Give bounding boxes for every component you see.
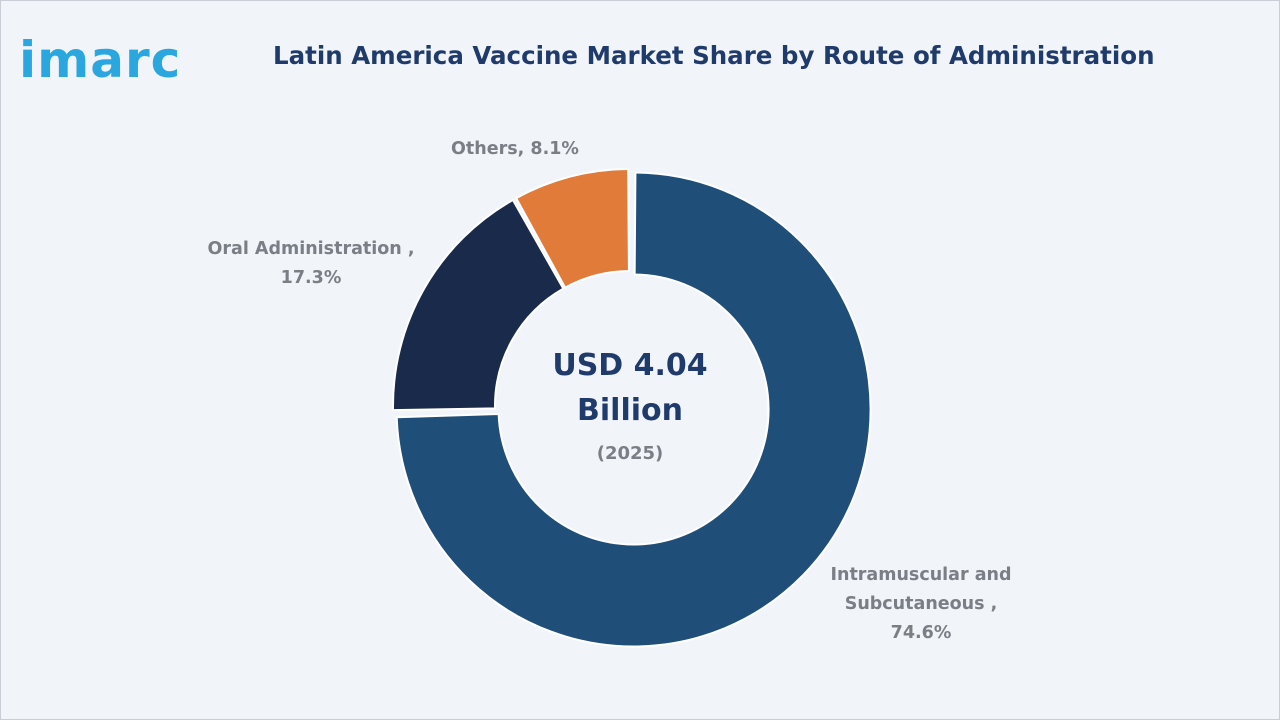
logo-wordmark: imarc bbox=[19, 31, 181, 89]
slice-label-oral-administration: Oral Administration , 17.3% bbox=[208, 239, 415, 288]
slice-label-line: Subcutaneous , bbox=[845, 594, 998, 614]
slice-intramuscular-and-subcutaneous bbox=[395, 171, 872, 648]
center-label: USD 4.04 Billion (2025) bbox=[552, 348, 707, 464]
center-unit: Billion bbox=[577, 393, 683, 428]
slices-layer bbox=[392, 167, 872, 648]
slice-label-line: Oral Administration , bbox=[208, 239, 415, 259]
slice-oral-administration bbox=[392, 198, 565, 412]
labels-layer: Intramuscular and Subcutaneous , 74.6% Oral… bbox=[208, 139, 1012, 643]
slice-label-line: Others, 8.1% bbox=[451, 139, 579, 159]
imarc-logo: imarc bbox=[19, 31, 209, 91]
chart-title: Latin America Vaccine Market Share by Ro… bbox=[273, 41, 1155, 70]
center-value: USD 4.04 bbox=[552, 348, 707, 383]
slice-label-line: 17.3% bbox=[281, 268, 342, 288]
slice-label-line: 74.6% bbox=[891, 623, 952, 643]
slice-others bbox=[514, 167, 630, 289]
slice-label-intramuscular-and-subcutaneous: Intramuscular and Subcutaneous , 74.6% bbox=[830, 565, 1011, 643]
center-year: (2025) bbox=[597, 443, 664, 464]
slice-label-others: Others, 8.1% bbox=[451, 139, 579, 159]
slice-label-line: Intramuscular and bbox=[830, 565, 1011, 585]
